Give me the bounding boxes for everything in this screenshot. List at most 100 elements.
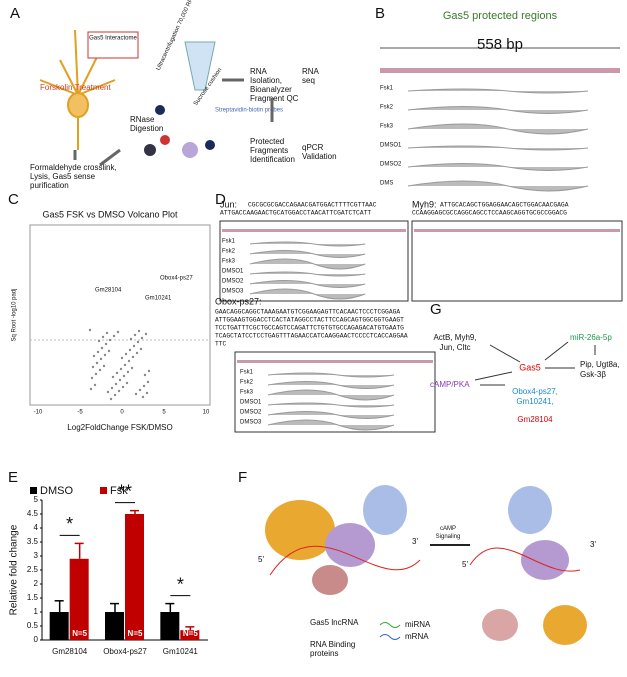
sequence-bar	[414, 229, 620, 232]
dot	[119, 367, 123, 371]
title: Gas5 FSK vs DMSO Volcano Plot	[42, 209, 178, 219]
complex-after	[469, 486, 587, 645]
sequence: CGCGCGCGACCAGAACGATGGACTTTTCGTTAAC	[248, 202, 377, 209]
dot	[92, 354, 96, 358]
y-tick-label: 0	[34, 635, 39, 644]
track-label: Fsk1	[380, 86, 394, 92]
bar	[180, 630, 200, 640]
arrows	[73, 78, 274, 167]
track-label: DMSO2	[380, 162, 402, 168]
legend-swatch	[30, 487, 37, 494]
line: ActB, Myh9,	[433, 333, 476, 342]
label: Forskolin Treatment	[40, 83, 111, 92]
dot	[123, 363, 127, 367]
coverage	[407, 145, 589, 151]
track-label: DMSO3	[222, 289, 244, 295]
label: Protected Fragments Identification	[250, 137, 295, 164]
coverage	[249, 288, 366, 300]
line: RNA	[250, 67, 268, 76]
gene-label: Gm10241	[145, 296, 172, 302]
dot	[112, 334, 116, 338]
legend-label: Fsk	[110, 485, 128, 497]
bar	[125, 514, 144, 640]
plot-frame	[29, 224, 211, 406]
significance: *	[66, 514, 73, 534]
dot	[127, 359, 131, 363]
dot	[106, 390, 110, 394]
legend: miRNA	[405, 620, 431, 629]
x-tick-label: Obox4-ps27	[103, 647, 147, 656]
track-label: Fsk3	[380, 124, 394, 130]
line: seq	[302, 76, 315, 85]
label: ActB, Myh9, Jun, Cltc	[433, 333, 476, 352]
dot	[124, 352, 128, 356]
dot	[142, 384, 146, 388]
gene-name: Obox-ps27:	[215, 296, 262, 306]
line: Gsk-3β	[580, 370, 606, 379]
line: Bioanalyzer	[250, 85, 292, 94]
y-tick-label: 2	[34, 579, 39, 588]
dot	[115, 371, 119, 375]
track-label: DMSO3	[240, 420, 262, 426]
tube	[184, 41, 216, 91]
legend: RNA Binding proteins	[310, 640, 355, 658]
track-frame	[411, 220, 623, 302]
legend: mRNA	[405, 632, 429, 641]
coverage	[267, 402, 395, 408]
dot	[132, 344, 136, 348]
coverage	[407, 123, 589, 135]
line: Digestion	[130, 124, 163, 133]
coverage	[267, 381, 395, 389]
dot	[138, 388, 142, 392]
line: Validation	[302, 152, 337, 161]
panel-letter: A	[10, 5, 20, 22]
end-label: 5'	[462, 560, 468, 569]
track-frame	[219, 220, 409, 302]
dot	[122, 374, 126, 378]
dot	[118, 378, 122, 382]
coverage	[267, 372, 395, 378]
line: RNase	[130, 115, 155, 124]
dot	[98, 368, 102, 372]
dot	[95, 361, 99, 365]
dot	[136, 340, 140, 344]
dot	[135, 351, 139, 355]
significance: *	[177, 574, 184, 594]
dot	[147, 369, 151, 373]
dot	[108, 338, 112, 342]
dot	[88, 328, 92, 332]
gene-name: Jun:	[220, 199, 237, 209]
dot	[126, 370, 130, 374]
coverage	[267, 419, 395, 431]
node: miR-26a-5p	[570, 333, 612, 342]
node: cAMP/PKA	[430, 380, 470, 389]
neuron	[39, 29, 116, 150]
label: Streptavidin-biotin probes	[215, 108, 283, 114]
dot	[131, 355, 135, 359]
line: Gm10241,	[516, 397, 553, 406]
y-tick-label: 5	[34, 495, 39, 504]
coverage	[249, 258, 366, 270]
dot	[141, 395, 145, 399]
track-label: DMSO1	[222, 269, 244, 275]
dot	[100, 346, 104, 350]
n-label: N=5	[128, 629, 143, 638]
x-tick-label: 5	[162, 410, 166, 416]
label: RNase Digestion	[130, 115, 163, 133]
dot	[109, 397, 113, 401]
label: Obox4-ps27, Gm10241,	[512, 387, 558, 406]
legend-swatch	[100, 487, 107, 494]
coverage	[249, 271, 366, 277]
dot	[117, 389, 121, 393]
track-label: Fsk2	[380, 105, 394, 111]
bar	[160, 612, 180, 640]
dot	[89, 387, 93, 391]
y-tick-label: 2.5	[27, 565, 39, 574]
end-label: 3'	[590, 540, 596, 549]
legend: Gas5 lncRNA	[310, 618, 359, 627]
dot	[121, 385, 125, 389]
line: Obox4-ps27,	[512, 387, 558, 396]
dot	[91, 365, 95, 369]
x-tick-label: 10	[203, 410, 210, 416]
